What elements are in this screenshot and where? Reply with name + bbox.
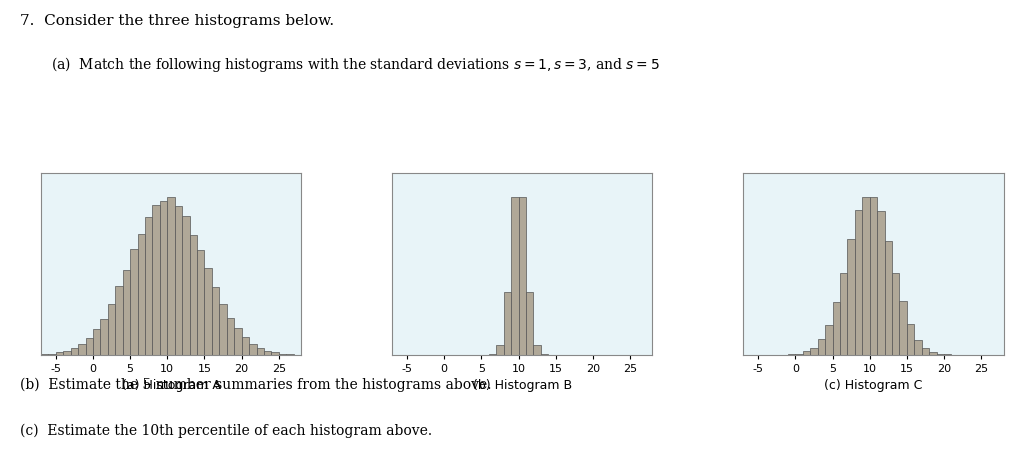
Bar bbox=[108, 304, 116, 355]
Bar bbox=[825, 325, 833, 355]
Bar bbox=[160, 202, 167, 355]
Bar bbox=[249, 344, 257, 355]
Bar bbox=[855, 210, 862, 355]
Bar bbox=[810, 348, 818, 355]
Bar bbox=[848, 239, 855, 355]
Bar bbox=[63, 351, 71, 355]
Bar bbox=[869, 197, 878, 355]
Bar bbox=[242, 337, 249, 355]
Bar bbox=[937, 354, 944, 355]
Bar bbox=[504, 292, 511, 355]
Bar bbox=[123, 270, 130, 355]
X-axis label: (a) Histogram A: (a) Histogram A bbox=[122, 379, 220, 393]
Bar bbox=[287, 354, 294, 355]
X-axis label: (b) Histogram B: (b) Histogram B bbox=[473, 379, 571, 393]
X-axis label: (c) Histogram C: (c) Histogram C bbox=[824, 379, 923, 393]
Bar bbox=[907, 324, 914, 355]
Bar bbox=[878, 211, 885, 355]
Bar bbox=[511, 197, 518, 355]
Bar bbox=[929, 352, 937, 355]
Bar bbox=[840, 273, 848, 355]
Bar bbox=[796, 354, 803, 355]
Bar bbox=[892, 273, 899, 355]
Bar bbox=[833, 302, 840, 355]
Bar bbox=[922, 348, 929, 355]
Bar bbox=[518, 197, 526, 355]
Text: (c)  Estimate the 10th percentile of each histogram above.: (c) Estimate the 10th percentile of each… bbox=[20, 423, 432, 438]
Bar bbox=[226, 318, 234, 355]
Bar bbox=[212, 287, 219, 355]
Bar bbox=[153, 205, 160, 355]
Bar bbox=[488, 354, 497, 355]
Bar bbox=[534, 345, 541, 355]
Bar bbox=[182, 216, 189, 355]
Bar bbox=[48, 354, 56, 355]
Bar bbox=[787, 354, 796, 355]
Bar bbox=[56, 352, 63, 355]
Bar bbox=[100, 319, 108, 355]
Text: (b)  Estimate the 5 number summaries from the histograms above.: (b) Estimate the 5 number summaries from… bbox=[20, 378, 492, 392]
Bar bbox=[526, 292, 534, 355]
Bar bbox=[78, 344, 86, 355]
Bar bbox=[137, 234, 145, 355]
Bar bbox=[899, 301, 907, 355]
Bar bbox=[167, 197, 175, 355]
Bar bbox=[93, 329, 100, 355]
Bar bbox=[541, 354, 548, 355]
Bar bbox=[116, 286, 123, 355]
Bar bbox=[885, 241, 892, 355]
Text: (a)  Match the following histograms with the standard deviations $s = 1, s = 3$,: (a) Match the following histograms with … bbox=[51, 55, 659, 74]
Bar bbox=[197, 250, 205, 355]
Bar bbox=[914, 339, 922, 355]
Bar bbox=[86, 338, 93, 355]
Bar bbox=[189, 235, 197, 355]
Text: 7.  Consider the three histograms below.: 7. Consider the three histograms below. bbox=[20, 14, 335, 28]
Bar bbox=[264, 351, 271, 355]
Bar bbox=[803, 351, 810, 355]
Bar bbox=[818, 339, 825, 355]
Bar bbox=[497, 345, 504, 355]
Bar bbox=[234, 328, 242, 355]
Bar bbox=[205, 268, 212, 355]
Bar bbox=[41, 354, 48, 355]
Bar bbox=[862, 197, 869, 355]
Bar bbox=[219, 304, 226, 355]
Bar bbox=[257, 348, 264, 355]
Bar bbox=[279, 354, 287, 355]
Bar bbox=[175, 206, 182, 355]
Bar bbox=[145, 217, 153, 355]
Bar bbox=[71, 348, 78, 355]
Bar bbox=[271, 353, 279, 355]
Bar bbox=[130, 249, 137, 355]
